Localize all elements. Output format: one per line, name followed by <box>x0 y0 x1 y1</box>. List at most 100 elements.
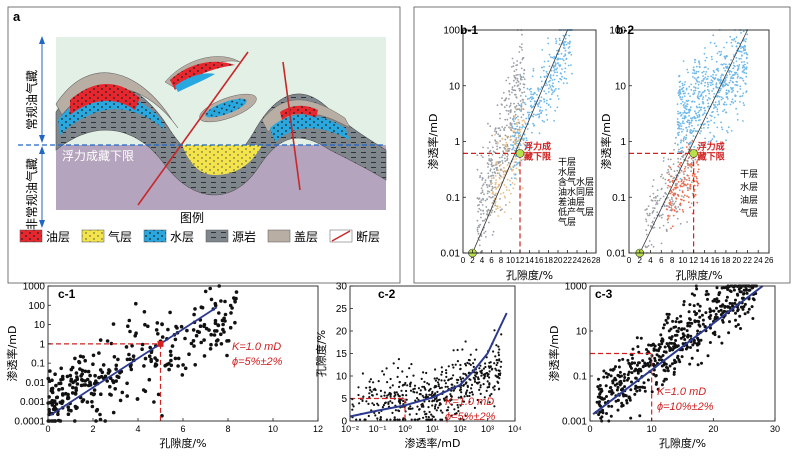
data-point <box>690 165 693 168</box>
data-point <box>524 145 527 147</box>
data-point <box>563 71 566 73</box>
data-point <box>503 157 506 160</box>
data-point <box>688 179 691 182</box>
data-point <box>523 69 526 72</box>
data-point <box>379 389 382 392</box>
data-point <box>490 210 493 213</box>
data-point <box>564 41 567 43</box>
data-point <box>743 44 746 47</box>
legend-label-gas: 气层 <box>108 229 132 244</box>
data-point <box>94 409 99 413</box>
data-point <box>725 295 729 299</box>
data-point <box>499 117 501 120</box>
data-point <box>114 363 119 368</box>
data-point <box>691 124 693 127</box>
data-point <box>481 184 484 187</box>
data-point <box>397 358 400 361</box>
data-point <box>107 368 111 372</box>
data-point <box>626 373 630 377</box>
data-point <box>478 203 480 206</box>
data-point <box>705 289 709 293</box>
data-point <box>120 390 125 395</box>
data-point <box>646 246 649 248</box>
buoyancy-limit-label: 浮力成藏下限 <box>62 149 134 163</box>
data-point <box>662 363 666 367</box>
data-point <box>721 318 724 322</box>
data-point <box>688 303 692 307</box>
data-point <box>488 158 491 160</box>
data-point <box>505 79 508 82</box>
x-tick-label: 6 <box>180 424 185 434</box>
data-point <box>508 127 511 130</box>
data-point <box>685 108 688 111</box>
data-point <box>397 400 401 403</box>
data-point <box>522 187 524 190</box>
data-point <box>696 329 700 333</box>
data-point <box>404 381 407 385</box>
data-point <box>681 155 683 158</box>
trend-line <box>472 29 568 254</box>
data-point <box>724 299 728 303</box>
data-point <box>483 193 485 196</box>
data-point <box>743 49 745 51</box>
data-point <box>607 373 611 376</box>
data-point <box>693 293 696 297</box>
data-point <box>532 67 535 70</box>
data-point <box>745 66 748 68</box>
data-point <box>425 393 428 396</box>
data-point <box>732 89 734 92</box>
data-point <box>559 64 562 67</box>
data-point <box>477 376 480 379</box>
data-point <box>696 162 698 164</box>
data-point <box>683 199 685 202</box>
data-point <box>539 99 541 102</box>
data-point <box>726 55 729 57</box>
data-point <box>704 293 708 297</box>
data-point <box>740 32 742 34</box>
data-point <box>512 130 514 133</box>
data-point <box>570 53 573 56</box>
data-point <box>705 71 708 73</box>
data-point <box>479 176 481 179</box>
data-point <box>556 95 559 97</box>
data-point <box>489 125 492 128</box>
data-point <box>609 414 613 418</box>
data-point <box>505 169 508 172</box>
data-point <box>492 386 495 389</box>
x-tick-label: 10¹ <box>426 424 439 434</box>
data-point <box>625 378 629 382</box>
data-point <box>493 385 496 388</box>
data-point <box>118 398 123 403</box>
data-point <box>543 98 545 101</box>
data-point <box>541 109 544 112</box>
data-point <box>402 417 405 420</box>
data-point <box>459 368 462 371</box>
data-point <box>690 132 693 135</box>
annotation-text: K=1.0 mD <box>445 396 494 408</box>
data-point <box>679 92 682 95</box>
data-point <box>509 117 512 119</box>
data-point <box>669 327 673 331</box>
data-point <box>226 339 231 343</box>
data-point <box>687 166 690 169</box>
data-point <box>438 402 442 405</box>
data-point <box>173 356 178 361</box>
data-point <box>732 81 735 84</box>
data-point <box>697 111 700 114</box>
data-point <box>740 47 742 49</box>
data-point <box>512 65 515 68</box>
data-point <box>368 380 371 383</box>
data-point <box>651 185 654 188</box>
data-point <box>649 195 651 198</box>
data-point <box>509 123 512 125</box>
data-point <box>709 98 711 100</box>
data-point <box>549 76 552 79</box>
data-point <box>113 387 117 391</box>
data-point <box>716 78 719 81</box>
y-tick-label: 0.0001 <box>14 417 45 428</box>
data-point <box>717 70 720 72</box>
data-point <box>522 76 525 78</box>
data-point <box>140 342 145 347</box>
data-point <box>643 386 647 390</box>
data-point <box>450 377 453 380</box>
